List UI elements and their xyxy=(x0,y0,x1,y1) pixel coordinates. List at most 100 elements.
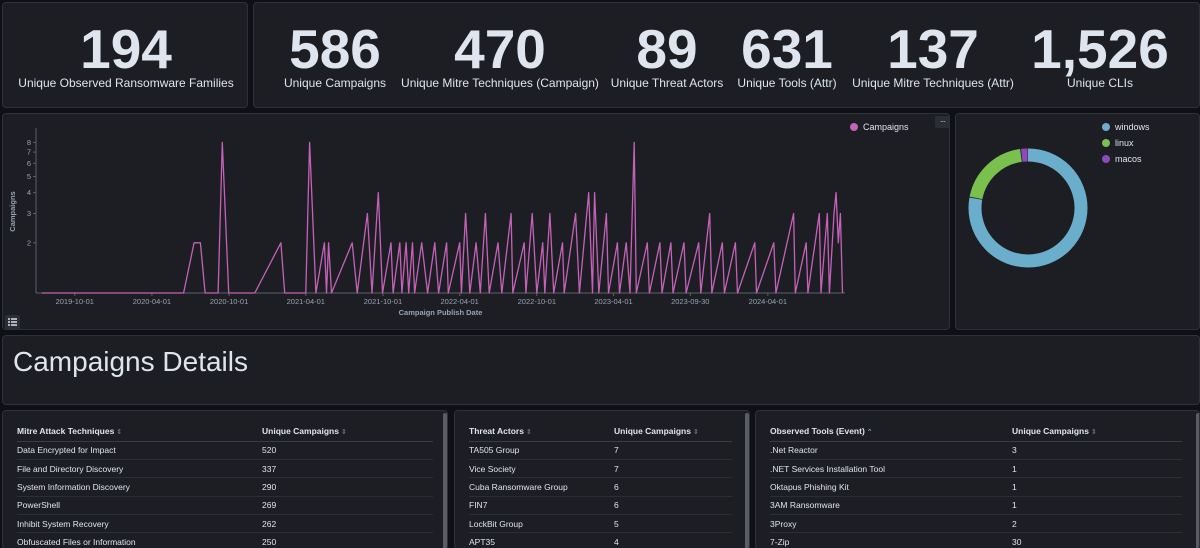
legend-linux-swatch xyxy=(1102,139,1110,147)
sort-icon[interactable]: ⇕ xyxy=(1090,428,1097,436)
series-campaigns-line xyxy=(41,141,844,294)
x-tick-label: 2021-10-01 xyxy=(364,297,402,306)
mitre-col-technique[interactable]: Mitre Attack Techniques ⇕ xyxy=(17,421,262,442)
y-tick-label: 2 xyxy=(27,238,31,247)
y-tick-label: 6 xyxy=(27,159,31,168)
legend-macos-label: macos xyxy=(1115,154,1142,164)
metric-mitre-campaign: 470 Unique Mitre Techniques (Campaign) xyxy=(401,18,599,91)
metric-tools-label: Unique Tools (Attr) xyxy=(737,76,837,90)
table-row[interactable]: File and Directory Discovery 337 xyxy=(17,459,433,479)
mitre-count-cell: 262 xyxy=(262,514,433,534)
x-tick-label: 2019-10-01 xyxy=(56,297,94,306)
table-row[interactable]: Cuba Ransomware Group 6 xyxy=(469,477,732,497)
actors-col-campaigns[interactable]: Unique Campaigns ⇕ xyxy=(614,421,732,442)
tools-col-tool[interactable]: Observed Tools (Event) ⌃ xyxy=(770,421,1012,442)
table-row[interactable]: 7-Zip 30 xyxy=(770,532,1182,548)
tool-count-cell: 2 xyxy=(1012,514,1182,534)
table-row[interactable]: Oktapus Phishing Kit 1 xyxy=(770,477,1182,497)
y-tick-label: 4 xyxy=(27,188,31,197)
metric-clis-label: Unique CLIs xyxy=(1066,76,1134,90)
mitre-col-campaigns[interactable]: Unique Campaigns ⇕ xyxy=(262,421,433,442)
legend-linux-label: linux xyxy=(1115,138,1134,148)
mitre-technique-cell: System Information Discovery xyxy=(17,477,262,497)
mitre-technique-cell: Inhibit System Recovery xyxy=(17,514,262,534)
actor-count-cell: 7 xyxy=(614,459,732,479)
tools-table-panel: Observed Tools (Event) ⌃ Unique Campaigns… xyxy=(755,410,1200,548)
legend-campaigns[interactable]: Campaigns xyxy=(850,122,909,132)
legend-macos-swatch xyxy=(1102,155,1110,163)
x-tick-label: 2022-04-01 xyxy=(440,297,478,306)
table-row[interactable]: Data Encrypted for Impact 520 xyxy=(17,441,433,460)
legend-windows-swatch xyxy=(1102,123,1110,131)
legend-linux[interactable]: linux xyxy=(1102,138,1134,148)
y-tick-label: 7 xyxy=(27,148,31,157)
donut-slice-windows[interactable] xyxy=(968,148,1088,268)
mitre-technique-cell: Data Encrypted for Impact xyxy=(17,441,262,460)
tool-count-cell: 30 xyxy=(1012,532,1182,548)
metric-mitre-campaign-value: 470 xyxy=(454,18,546,80)
table-row[interactable]: LockBit Group 5 xyxy=(469,514,732,534)
table-row[interactable]: APT35 4 xyxy=(469,532,732,548)
metric-panel-group: 586 Unique Campaigns 470 Unique Mitre Te… xyxy=(253,2,1200,108)
y-axis-title: Campaigns xyxy=(8,191,17,231)
mitre-technique-cell: PowerShell xyxy=(17,496,262,516)
mitre-count-cell: 250 xyxy=(262,532,433,548)
table-row[interactable]: System Information Discovery 290 xyxy=(17,477,433,497)
x-tick-label: 2020-10-01 xyxy=(210,297,248,306)
actor-count-cell: 6 xyxy=(614,496,732,516)
table-row[interactable]: .NET Services Installation Tool 1 xyxy=(770,459,1182,479)
sort-icon[interactable]: ⇕ xyxy=(116,428,123,436)
metric-threat-actors: 89 Unique Threat Actors xyxy=(610,22,724,91)
panel-options-icon[interactable]: ··· xyxy=(935,116,949,128)
y-tick-label: 5 xyxy=(27,172,31,181)
actors-table-header: Threat Actors ⇕ Unique Campaigns ⇕ xyxy=(469,421,732,442)
actors-table-scrollbar[interactable] xyxy=(745,413,749,548)
metric-mitre-attr: 137 Unique Mitre Techniques (Attr) xyxy=(852,22,1014,91)
legend-campaigns-label: Campaigns xyxy=(863,122,909,132)
x-axis-title: Campaign Publish Date xyxy=(399,308,483,317)
y-tick-label: 3 xyxy=(27,209,31,218)
actor-count-cell: 7 xyxy=(614,441,732,460)
table-row[interactable]: PowerShell 269 xyxy=(17,496,433,516)
tool-count-cell: 1 xyxy=(1012,459,1182,479)
actors-table: Threat Actors ⇕ Unique Campaigns ⇕ TA505 G… xyxy=(469,421,732,548)
legend-toggle-icon[interactable] xyxy=(5,315,20,329)
table-row[interactable]: .Net Reactor 3 xyxy=(770,441,1182,460)
metric-panel-families: 194 Unique Observed Ransomware Families xyxy=(2,2,248,108)
tool-name-cell: .NET Services Installation Tool xyxy=(770,459,1012,479)
sort-icon[interactable]: ⇕ xyxy=(525,428,532,436)
legend-macos[interactable]: macos xyxy=(1102,154,1142,164)
mitre-count-cell: 520 xyxy=(262,441,433,460)
table-row[interactable]: 3Proxy 2 xyxy=(770,514,1182,534)
mitre-table-scrollbar[interactable] xyxy=(443,413,447,548)
x-tick-label: 2020-04-01 xyxy=(133,297,171,306)
tool-name-cell: 3AM Ransomware xyxy=(770,496,1012,516)
tool-count-cell: 1 xyxy=(1012,477,1182,497)
table-row[interactable]: TA505 Group 7 xyxy=(469,441,732,460)
metric-threat-actors-label: Unique Threat Actors xyxy=(610,76,724,90)
table-row[interactable]: Obfuscated Files or Information 250 xyxy=(17,532,433,548)
tools-table-scrollbar[interactable] xyxy=(1196,413,1199,548)
actor-name-cell: LockBit Group xyxy=(469,514,614,534)
tools-col-campaigns[interactable]: Unique Campaigns ⇕ xyxy=(1012,421,1182,442)
metric-campaigns-value: 586 xyxy=(289,18,381,80)
panel-options-glyph: ··· xyxy=(940,117,946,126)
tool-name-cell: .Net Reactor xyxy=(770,441,1012,460)
actors-col-actor[interactable]: Threat Actors ⇕ xyxy=(469,421,614,442)
mitre-table-panel: Mitre Attack Techniques ⇕ Unique Campaign… xyxy=(2,410,448,548)
sort-icon[interactable]: ⇕ xyxy=(340,428,347,436)
sort-ascending-icon[interactable]: ⌃ xyxy=(866,428,873,436)
legend-windows[interactable]: windows xyxy=(1102,122,1150,132)
table-row[interactable]: FIN7 6 xyxy=(469,496,732,516)
actor-name-cell: Cuba Ransomware Group xyxy=(469,477,614,497)
table-row[interactable]: 3AM Ransomware 1 xyxy=(770,496,1182,516)
table-row[interactable]: Vice Society 7 xyxy=(469,459,732,479)
x-tick-label: 2021-04-01 xyxy=(287,297,325,306)
metric-tools-value: 631 xyxy=(741,18,833,80)
sort-icon[interactable]: ⇕ xyxy=(692,428,699,436)
table-row[interactable]: Inhibit System Recovery 262 xyxy=(17,514,433,534)
mitre-count-cell: 269 xyxy=(262,496,433,516)
metric-mitre-campaign-label: Unique Mitre Techniques (Campaign) xyxy=(401,76,599,90)
section-title: Campaigns Details xyxy=(13,346,248,377)
actor-name-cell: Vice Society xyxy=(469,459,614,479)
